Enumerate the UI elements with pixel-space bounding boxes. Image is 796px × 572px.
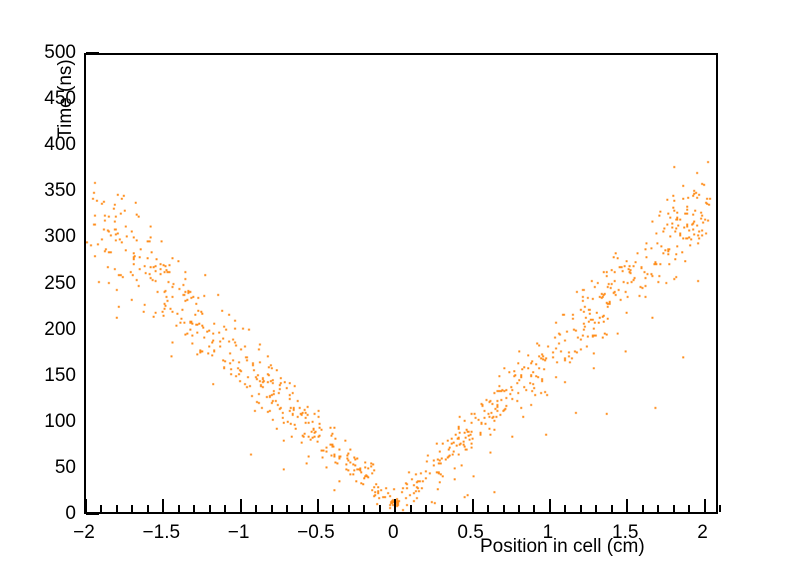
x-axis-minor-tick [208,505,211,512]
x-axis-minor-tick [657,505,660,512]
x-axis-tick-label: 1.5 [612,522,639,543]
x-axis-minor-tick [456,505,459,512]
y-axis-tick-label: 350 [44,180,76,202]
x-axis-minor-tick [425,505,428,512]
x-axis-minor-tick [286,505,289,512]
y-axis-major-tick [86,513,99,515]
x-axis-minor-tick [146,505,149,512]
x-axis-tick-label: 2 [697,522,708,543]
x-axis-major-tick [239,499,242,512]
x-axis-major-tick [548,499,551,512]
x-axis-minor-tick [579,505,582,512]
x-axis-tick-label: 0 [387,522,399,543]
x-axis-tick-label: −1.5 [142,522,181,543]
y-axis-tick-label: 250 [44,272,76,294]
plot-frame [84,53,721,514]
x-axis-tick-label: 1 [542,522,554,543]
y-axis-tick-label: 100 [44,410,76,432]
x-axis-minor-tick [115,505,118,512]
x-axis-minor-tick [270,505,273,512]
x-axis-minor-tick [409,505,412,512]
x-axis-tick-label: −0.5 [297,522,335,543]
x-axis-major-tick [703,499,706,512]
x-axis-title: Position in cell (cm) [480,536,645,557]
y-axis-tick-label: 500 [44,42,76,63]
x-axis-minor-tick [564,505,567,512]
x-axis-minor-tick [672,505,675,512]
y-axis-tick-label: 0 [65,503,76,524]
x-axis-minor-tick [595,505,598,512]
x-axis-tick-label: −2 [73,522,95,543]
x-axis-major-tick [626,499,629,512]
y-axis-tick-label: 300 [44,226,76,248]
x-axis-minor-tick [363,505,366,512]
x-axis-minor-tick [610,505,613,512]
x-axis-major-tick [471,499,474,512]
y-axis-tick-label: 200 [44,318,76,340]
y-axis-tick-label: 400 [44,134,76,156]
x-axis-minor-tick [641,505,644,512]
x-axis-minor-tick [688,505,691,512]
scatter-plot-canvas [86,55,716,512]
x-axis-major-tick [316,499,319,512]
x-axis-minor-tick [502,505,505,512]
x-axis-minor-tick [100,505,103,512]
x-axis-major-tick [162,499,165,512]
x-axis-minor-tick [131,505,134,512]
x-axis-minor-tick [224,505,227,512]
x-axis-minor-tick [301,505,304,512]
x-axis-minor-tick [332,505,335,512]
y-axis-tick-label: 50 [54,456,76,478]
x-axis-tick-label: 0.5 [457,522,484,543]
x-axis-minor-tick [487,505,490,512]
x-axis-minor-tick [378,505,381,512]
x-axis-major-tick [394,499,397,512]
x-axis-minor-tick [517,505,520,512]
x-axis-tick-label: −1 [227,522,250,543]
x-axis-minor-tick [347,505,350,512]
x-axis-minor-tick [255,505,258,512]
x-axis-minor-tick [440,505,443,512]
y-axis-tick-label: 450 [44,88,76,110]
x-axis-minor-tick [177,505,180,512]
x-axis-minor-tick [533,505,536,512]
x-axis-minor-tick [193,505,196,512]
y-axis-tick-label: 150 [44,364,76,386]
x-axis-major-tick [85,499,87,512]
x-axis-minor-tick [719,505,721,512]
